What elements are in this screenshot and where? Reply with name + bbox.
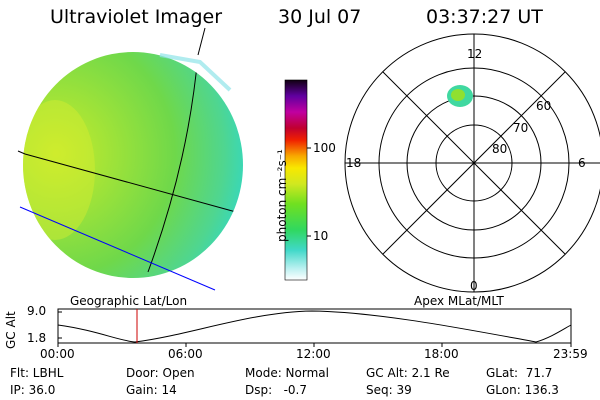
lat-label-80: 80 xyxy=(492,142,508,156)
info-door: Door: Open xyxy=(126,366,195,380)
uv-disk-image xyxy=(23,52,243,278)
altitude-curve xyxy=(57,310,572,343)
longitude-line xyxy=(147,54,199,273)
colorbar-tick-100: 100 xyxy=(313,141,336,155)
info-flt: Flt: LBHL xyxy=(10,366,64,380)
colorbar-tick-10: 10 xyxy=(313,229,329,243)
lat-label-60: 60 xyxy=(536,99,552,113)
xtick-0600: 06:00 xyxy=(168,347,203,361)
longitude-line-ext xyxy=(197,27,206,56)
xtick-0000: 00:00 xyxy=(40,347,75,361)
info-ip: IP: 36.0 xyxy=(10,383,56,397)
polar-aurora-blob xyxy=(447,85,473,107)
altitude-plot xyxy=(57,308,572,347)
left-panel-label: Geographic Lat/Lon xyxy=(70,294,188,308)
xtick-1200: 12:00 xyxy=(296,347,331,361)
colorbar xyxy=(285,80,307,280)
xtick-2359: 23:59 xyxy=(553,347,588,361)
info-glon: GLon: 136.3 xyxy=(486,383,559,397)
date-label: 30 Jul 07 xyxy=(278,6,362,28)
mlt-label-0: 0 xyxy=(470,279,478,293)
lat-label-70: 70 xyxy=(513,121,529,135)
info-gc-alt: GC Alt: 2.1 Re xyxy=(366,366,450,380)
info-glat: GLat: 71.7 xyxy=(486,366,553,380)
info-seq: Seq: 39 xyxy=(366,383,412,397)
track-line xyxy=(19,206,216,291)
colorbar-label: photon cm⁻²s⁻¹ xyxy=(275,149,289,242)
mlt-label-18: 18 xyxy=(346,156,362,170)
mlt-label-12: 12 xyxy=(467,47,483,61)
right-panel-label: Apex MLat/MLT xyxy=(414,294,504,308)
info-dsp: Dsp: -0.7 xyxy=(245,383,308,397)
latitude-line xyxy=(24,153,237,213)
info-mode: Mode: Normal xyxy=(245,366,329,380)
info-gain: Gain: 14 xyxy=(126,383,177,397)
polar-plot xyxy=(344,33,600,293)
altitude-ytick-1-8: 1.8 xyxy=(27,331,47,345)
time-label: 03:37:27 UT xyxy=(426,6,543,28)
app-title: Ultraviolet Imager xyxy=(50,6,223,28)
altitude-ylabel: GC Alt xyxy=(4,311,18,349)
mlt-label-6: 6 xyxy=(578,156,586,170)
xtick-1800: 18:00 xyxy=(424,347,459,361)
altitude-ytick-9: 9.0 xyxy=(27,304,47,318)
